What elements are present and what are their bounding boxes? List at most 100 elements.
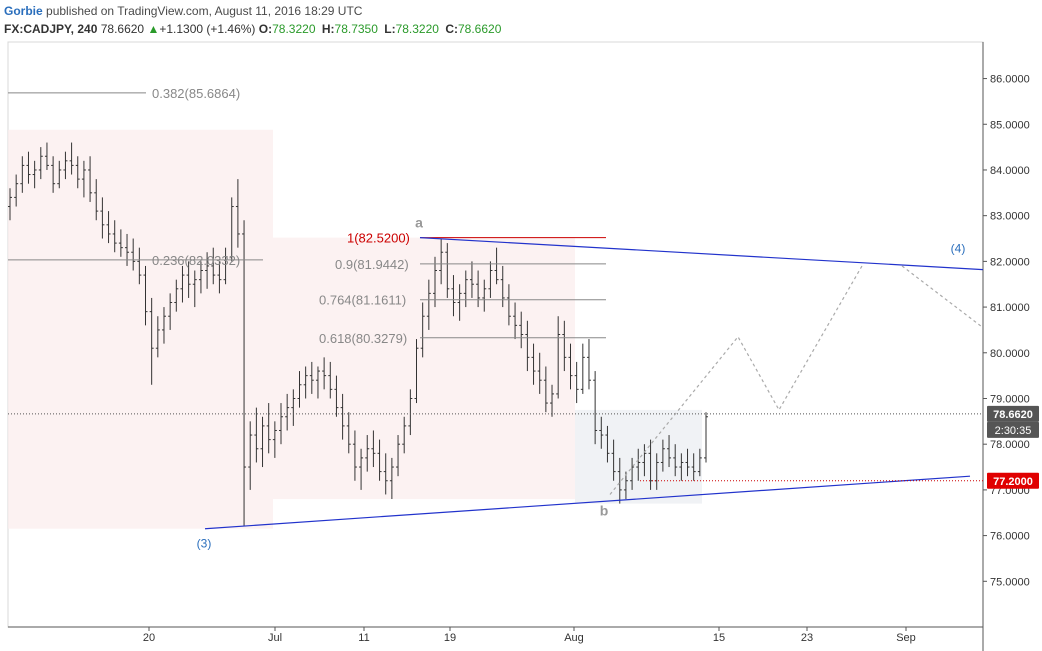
candle xyxy=(537,352,542,394)
candle xyxy=(254,407,259,463)
candle xyxy=(673,444,678,477)
candle xyxy=(180,265,185,303)
candle xyxy=(586,339,591,390)
candle xyxy=(389,457,394,500)
candle xyxy=(574,361,579,404)
candle xyxy=(186,261,191,298)
candle xyxy=(291,389,296,426)
shaded-zone-1 xyxy=(8,129,273,529)
candle xyxy=(704,412,708,463)
candle xyxy=(322,357,327,390)
y-tick-label: 83.0000 xyxy=(990,211,1030,223)
x-tick-label: 11 xyxy=(358,632,369,644)
candle xyxy=(57,160,62,189)
candle xyxy=(531,343,536,385)
candle xyxy=(309,361,314,394)
price-label-bg xyxy=(987,472,1039,489)
candle xyxy=(439,238,444,285)
y-tick-label: 85.0000 xyxy=(990,119,1030,131)
candle xyxy=(562,320,567,372)
fib-label: 0.382(85.6864) xyxy=(152,86,240,101)
y-tick-label: 81.0000 xyxy=(990,302,1030,314)
candle xyxy=(482,279,487,312)
price-label-bg xyxy=(987,421,1039,438)
candle xyxy=(315,366,320,399)
candle xyxy=(371,430,376,468)
y-tick-label: 80.0000 xyxy=(990,348,1030,360)
fib-label: 0.9(81.9442) xyxy=(335,257,409,272)
author-name[interactable]: Gorbie xyxy=(4,4,43,18)
candle xyxy=(611,439,616,481)
candle xyxy=(445,243,450,298)
candle xyxy=(617,457,622,504)
projection-path-2 xyxy=(901,265,984,329)
candle xyxy=(137,247,142,285)
symbol-label[interactable]: FX:CADJPY, 240 xyxy=(4,22,98,36)
last-price: 78.6620 xyxy=(100,22,145,36)
candle xyxy=(500,265,505,308)
candle xyxy=(506,284,511,326)
candle xyxy=(131,238,136,271)
candle xyxy=(414,339,419,404)
y-tick-label: 76.0000 xyxy=(990,531,1030,543)
candle xyxy=(14,174,19,207)
candle xyxy=(550,384,555,417)
candle xyxy=(630,457,635,490)
candle xyxy=(476,270,481,308)
candle xyxy=(235,179,240,248)
candle xyxy=(636,448,641,481)
candle xyxy=(408,389,413,436)
low-value: 78.3220 xyxy=(395,22,439,36)
candle xyxy=(143,265,148,326)
up-arrow-icon: ▲ xyxy=(147,22,160,36)
candle xyxy=(63,151,68,180)
candle xyxy=(192,270,197,308)
wave-label: a xyxy=(415,215,423,231)
candle xyxy=(260,416,265,468)
open-label: O: xyxy=(258,22,273,36)
candle xyxy=(568,343,573,390)
candle xyxy=(88,156,93,202)
candle xyxy=(20,156,25,193)
fib-label: 0.764(81.1611) xyxy=(319,293,406,308)
candle xyxy=(679,453,684,481)
candle xyxy=(100,197,105,239)
price-change: +1.1300 (+1.46%) xyxy=(159,22,256,36)
candle xyxy=(279,403,284,445)
candle xyxy=(248,421,253,490)
published-text: published on TradingView.com, August 11,… xyxy=(46,4,363,18)
candle xyxy=(365,435,370,472)
x-tick-label: 23 xyxy=(801,632,813,644)
candle xyxy=(494,247,499,285)
candle xyxy=(352,430,357,481)
candle xyxy=(205,252,210,289)
y-tick-label: 82.0000 xyxy=(990,256,1030,268)
candle xyxy=(402,416,407,454)
high-value: 78.7350 xyxy=(334,22,378,36)
candle xyxy=(426,279,431,330)
close-label: C: xyxy=(445,22,458,36)
candle xyxy=(519,311,524,349)
candle xyxy=(38,147,43,180)
candle xyxy=(383,453,388,495)
published-line: Gorbie published on TradingView.com, Aug… xyxy=(4,4,362,18)
candle xyxy=(8,188,12,221)
candle xyxy=(125,233,130,266)
candle xyxy=(266,403,271,454)
close-value: 78.6620 xyxy=(457,22,502,36)
y-tick-label: 78.0000 xyxy=(990,439,1030,451)
price-label: 77.2000 xyxy=(993,476,1033,488)
low-label: L: xyxy=(384,22,396,36)
candle xyxy=(168,293,173,330)
candle xyxy=(463,270,468,308)
candle xyxy=(340,393,345,440)
candle xyxy=(81,160,86,198)
fib-label: 0.618(80.3279) xyxy=(319,331,407,346)
candle xyxy=(469,261,474,298)
lower-trendline xyxy=(204,475,971,530)
x-tick-label: Aug xyxy=(564,632,584,644)
candle xyxy=(513,302,518,340)
price-label: 78.6620 xyxy=(993,409,1033,421)
candle xyxy=(685,448,690,477)
